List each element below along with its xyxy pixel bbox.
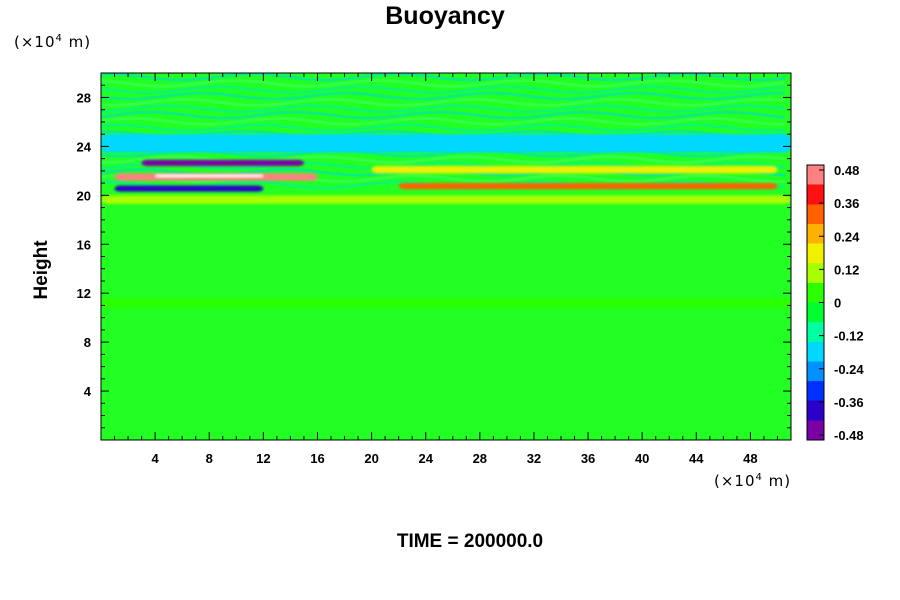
x-axis: 4 8 12 16 20 24 28 32 36 40 44 48 [100,73,792,466]
band-cyan-upper [101,134,791,153]
x-tick-label: 12 [256,451,270,466]
colorbar-tick-label: -0.12 [834,329,864,344]
colorbar-tick-label: 0.24 [834,229,860,244]
plot-area [101,73,791,440]
y-tick-label: 4 [84,384,92,399]
band-yellow-right [371,165,778,174]
wave-stripe [101,116,786,126]
wave-stripe [101,110,786,120]
y-tick-label: 12 [77,286,91,301]
x-tick-label: 32 [527,451,541,466]
band-cold-left [141,159,304,166]
band-cold-lower [114,185,264,192]
y-tick-label: 20 [77,188,91,203]
band-warm-right [398,183,778,190]
y-axis-unit: (×104 m) [14,33,92,51]
colorbar-tick-label: -0.48 [834,428,864,443]
x-tick-label: 24 [418,451,433,466]
band-faint-mid [101,298,791,308]
x-tick-label: 4 [152,451,160,466]
x-tick-label: 40 [635,451,649,466]
time-label: TIME = 200000.0 [396,531,544,552]
chart-title: Buoyancy [385,2,505,30]
colorbar-tick-label: 0.12 [834,262,859,277]
wave-stripe [101,85,786,95]
colorbar-tick-label: 0 [834,296,841,311]
colorbar: 0.48 0.36 0.24 0.12 0 -0.12 -0.24 -0.36 -0.48 [806,163,864,443]
wave-stripe [101,155,786,165]
band-yellow-base [101,195,791,204]
wave-stripe [101,104,786,114]
band-max-core [155,174,264,178]
y-tick-label: 28 [77,90,91,105]
y-axis: 4 8 12 16 20 24 28 [77,72,791,429]
y-tick-label: 8 [84,335,91,350]
colorbar-tick-label: 0.36 [834,196,859,211]
x-tick-label: 20 [364,451,378,466]
y-tick-label: 24 [77,139,92,154]
x-tick-label: 16 [310,451,324,466]
colorbar-tick-label: 0.48 [834,163,859,178]
x-tick-label: 48 [743,451,757,466]
x-tick-label: 28 [473,451,487,466]
wave-stripe [101,97,786,107]
wave-stripe [101,91,786,101]
colorbar-tick-label: -0.36 [834,395,864,410]
x-tick-label: 36 [581,451,595,466]
colorbar-tick-label: -0.24 [834,362,864,377]
x-tick-label: 8 [206,451,213,466]
y-tick-label: 16 [77,237,91,252]
wave-stripe [101,174,786,184]
buoyancy-bands [101,134,791,308]
x-axis-unit: (×104 m) [714,472,792,490]
wave-stripe [101,78,786,88]
wave-stripe [101,123,786,133]
colorbar-ticks: 0.48 0.36 0.24 0.12 0 -0.12 -0.24 -0.36 -0.48 [819,163,864,443]
x-tick-label: 44 [689,451,704,466]
